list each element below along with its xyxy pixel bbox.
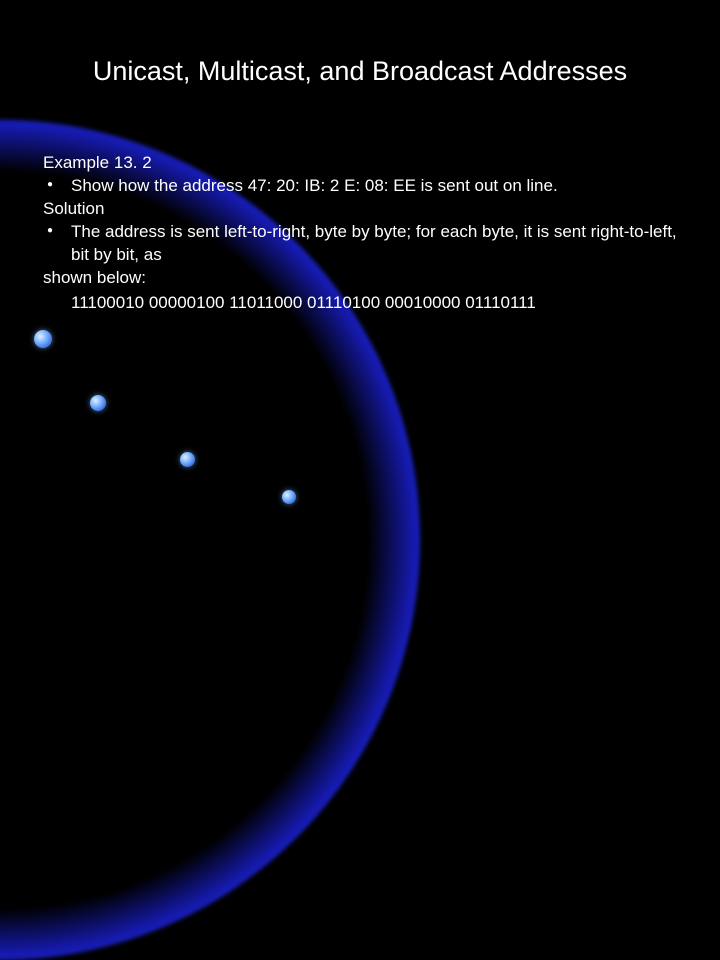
example-label: Example 13. 2: [43, 152, 690, 175]
shown-below-text: shown below:: [43, 267, 690, 290]
orbit-dot: [90, 395, 106, 411]
orbit-dot: [282, 490, 296, 504]
slide-body: Example 13. 2 Show how the address 47: 2…: [43, 152, 690, 315]
orbit-dot: [34, 330, 52, 348]
slide-title: Unicast, Multicast, and Broadcast Addres…: [0, 56, 720, 87]
solution-label: Solution: [43, 198, 690, 221]
binary-sequence: 11100010 00000100 11011000 01110100 0001…: [43, 292, 690, 315]
bullet-item: Show how the address 47: 20: IB: 2 E: 08…: [43, 175, 690, 198]
orbit-dot: [180, 452, 195, 467]
bullet-item: The address is sent left-to-right, byte …: [43, 221, 690, 267]
